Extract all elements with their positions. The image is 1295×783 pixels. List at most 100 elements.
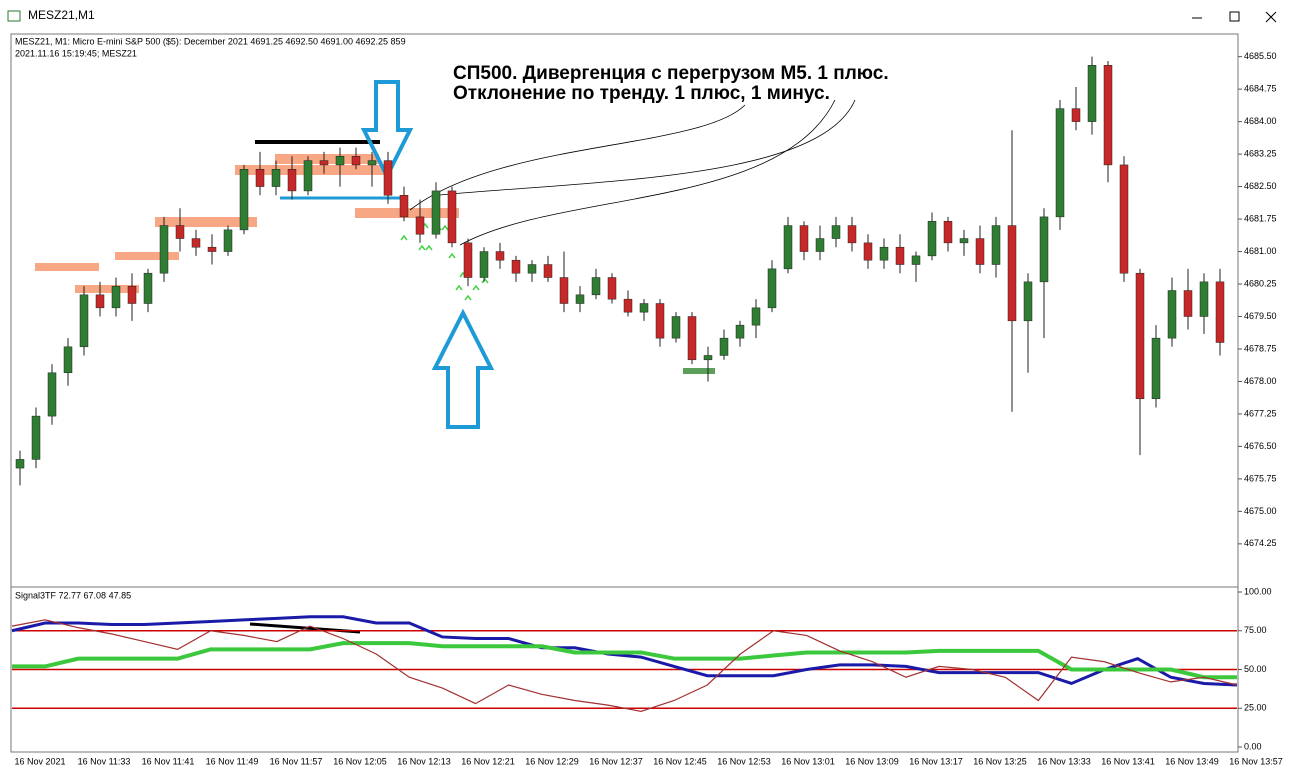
candle-body: [927, 220, 937, 257]
y-tick-label: 4676.50: [1244, 441, 1277, 451]
candle-body: [271, 169, 281, 187]
x-tick-label: 16 Nov 13:33: [1037, 756, 1091, 766]
y-tick-label: 100.00: [1244, 586, 1272, 596]
x-tick-label: 16 Nov 12:29: [525, 756, 579, 766]
zone: [683, 368, 715, 374]
candle-body: [863, 242, 873, 261]
candle-body: [1071, 108, 1081, 122]
x-tick-label: 16 Nov 12:37: [589, 756, 643, 766]
candle-body: [367, 160, 377, 166]
candle-body: [431, 190, 441, 235]
x-tick-label: 16 Nov 2021: [14, 756, 65, 766]
candle-body: [255, 169, 265, 187]
candle-body: [575, 294, 585, 304]
title-bar: [0, 0, 1295, 32]
x-tick-label: 16 Nov 12:21: [461, 756, 515, 766]
candle-body: [1055, 108, 1065, 218]
candle-body: [479, 251, 489, 278]
x-tick-label: 16 Nov 11:41: [142, 756, 195, 766]
candle-body: [847, 225, 857, 244]
chart-header: MESZ21, M1: Micro E-mini S&P 500 ($5): D…: [15, 36, 406, 46]
candle-body: [495, 251, 505, 261]
candle-body: [959, 238, 969, 244]
annotation: СП500. Дивергенция с перегрузом М5. 1 пл…: [453, 63, 889, 84]
candle-body: [607, 277, 617, 300]
candle-body: [591, 277, 601, 296]
signal-marks: [400, 222, 489, 301]
y-tick-label: 4684.75: [1244, 84, 1277, 94]
candle-body: [767, 268, 777, 309]
candle-body: [15, 459, 25, 469]
x-tick-label: 16 Nov 12:13: [397, 756, 451, 766]
y-tick-label: 4677.25: [1244, 408, 1277, 418]
y-tick-label: 4684.00: [1244, 116, 1277, 126]
y-tick-label: 4675.00: [1244, 506, 1277, 516]
candle-body: [751, 307, 761, 326]
candle-body: [911, 255, 921, 265]
x-tick-label: 16 Nov 13:17: [909, 756, 963, 766]
candle-body: [63, 346, 73, 374]
indicator-title: Signal3TF 72.77 67.08 47.85: [15, 590, 131, 600]
y-tick-label: 4675.75: [1244, 473, 1277, 483]
candle-body: [1151, 337, 1161, 400]
x-tick-label: 16 Nov 13:49: [1165, 756, 1219, 766]
x-tick-label: 16 Nov 13:01: [781, 756, 835, 766]
candle-body: [287, 169, 297, 192]
x-tick-label: 16 Nov 11:57: [270, 756, 323, 766]
window-title: MESZ21,M1: [28, 8, 95, 22]
y-tick-label: 4680.25: [1244, 278, 1277, 288]
candle-body: [111, 285, 121, 309]
y-tick-label: 25.00: [1244, 703, 1267, 713]
y-tick-label: 4681.75: [1244, 213, 1277, 223]
candle-body: [159, 225, 169, 274]
up-arrow: [431, 308, 495, 429]
close-button[interactable]: [1265, 11, 1277, 23]
x-tick-label: 16 Nov 12:05: [333, 756, 387, 766]
y-tick-label: 4683.25: [1244, 148, 1277, 158]
candle-body: [335, 156, 345, 166]
x-tick-label: 16 Nov 12:53: [717, 756, 771, 766]
candle-body: [95, 294, 105, 309]
y-tick-label: 4678.75: [1244, 343, 1277, 353]
candle-body: [639, 303, 649, 313]
candle-body: [143, 272, 153, 304]
maximize-button[interactable]: [1229, 11, 1240, 22]
candle-body: [1135, 272, 1145, 400]
candle-body: [687, 316, 697, 361]
y-tick-label: 4682.50: [1244, 181, 1277, 191]
candle-body: [1023, 281, 1033, 322]
y-tick-label: 4685.50: [1244, 51, 1277, 61]
candle-body: [415, 216, 425, 235]
y-tick-label: 75.00: [1244, 625, 1267, 635]
candle-body: [383, 160, 393, 196]
candle-body: [511, 259, 521, 274]
x-tick-label: 16 Nov 13:09: [845, 756, 899, 766]
candle-body: [543, 264, 553, 278]
pointer-lines: [409, 99, 856, 246]
candle-body: [831, 225, 841, 239]
candle-body: [319, 160, 329, 166]
candle-body: [559, 277, 569, 304]
candle-body: [943, 220, 953, 244]
candle-body: [975, 238, 985, 265]
x-tick-label: 16 Nov 13:41: [1101, 756, 1155, 766]
chart-header: 2021.11.16 15:19:45; MESZ21: [15, 48, 137, 58]
candle-body: [31, 415, 41, 460]
indicator-line: [12, 641, 1237, 680]
candle-body: [127, 285, 137, 304]
candle-body: [991, 225, 1001, 265]
candle-body: [47, 372, 57, 417]
y-tick-label: 4679.50: [1244, 311, 1277, 321]
candle-body: [447, 190, 457, 244]
indicator-line: [11, 615, 1238, 687]
candle-body: [79, 294, 89, 348]
down-arrow: [360, 80, 414, 181]
y-tick-label: 4678.00: [1244, 376, 1277, 386]
candle-body: [1103, 65, 1113, 166]
candle-body: [207, 246, 217, 252]
candle-body: [799, 225, 809, 252]
candle-body: [1007, 225, 1017, 322]
candle-body: [351, 156, 361, 166]
indicator-line: [11, 619, 1238, 712]
